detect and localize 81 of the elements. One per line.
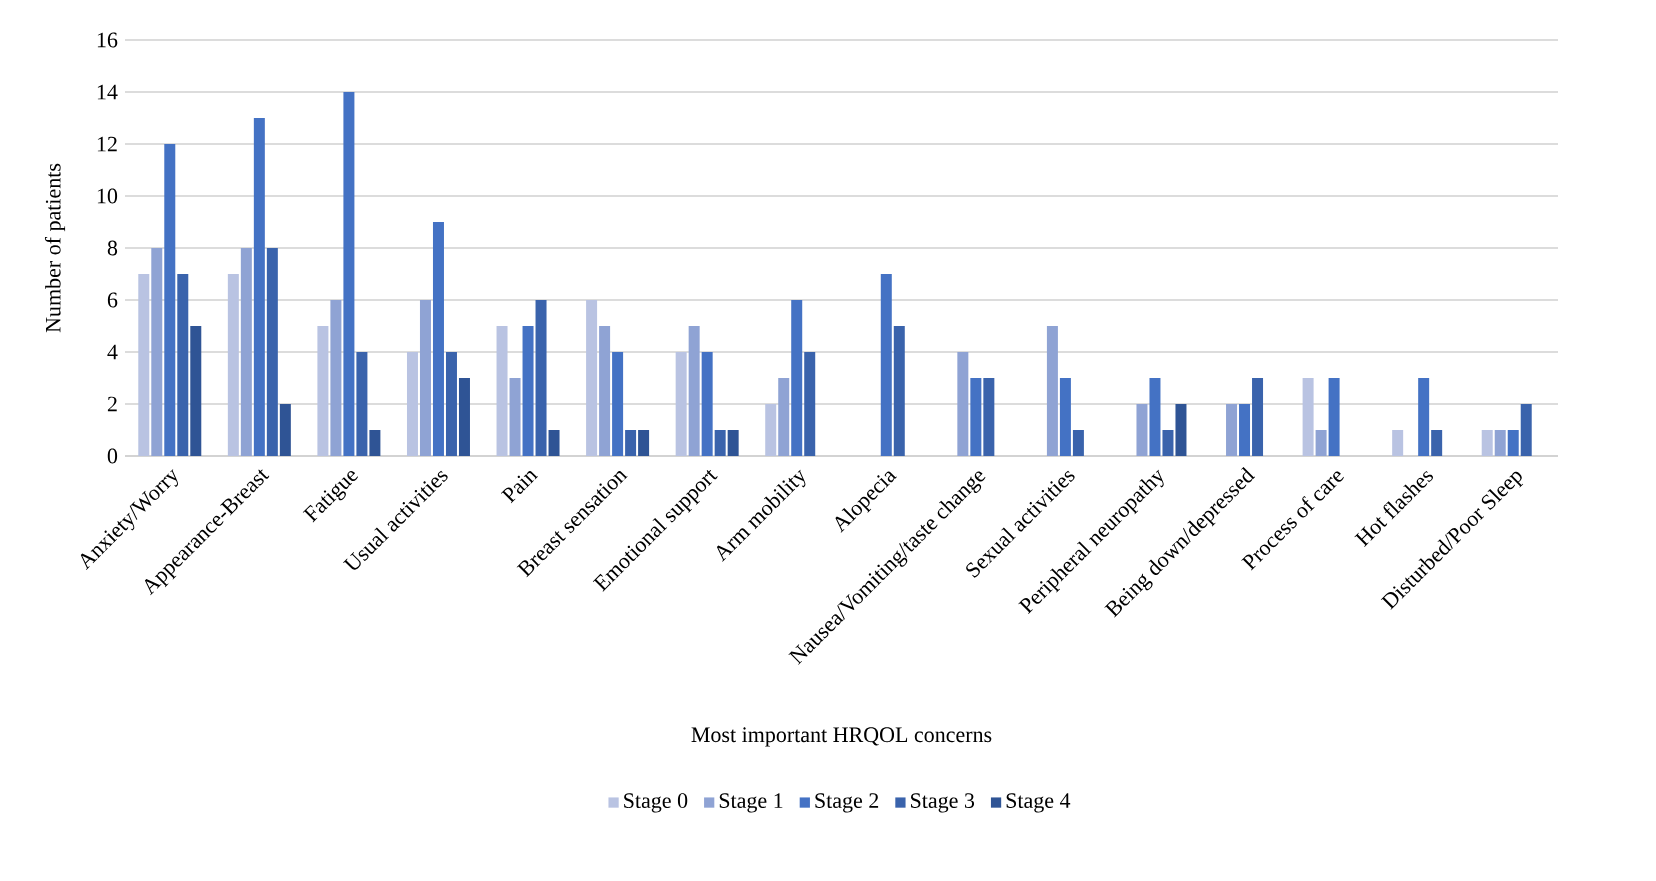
bar [1418, 377, 1430, 456]
bar [714, 429, 726, 456]
bar [765, 403, 777, 456]
bar [893, 325, 905, 456]
bar [1226, 403, 1238, 456]
bar [369, 429, 381, 456]
bar [548, 429, 560, 456]
bar [164, 143, 176, 456]
bar [330, 299, 342, 456]
bar [1046, 325, 1058, 456]
legend-label: Stage 4 [1006, 793, 1071, 813]
bar [638, 429, 650, 456]
bar [227, 273, 239, 456]
bar [804, 351, 816, 456]
bar [970, 377, 982, 456]
bar [586, 299, 598, 456]
bar [625, 429, 637, 456]
y-tick-label: 0 [107, 448, 118, 464]
bar [522, 325, 534, 456]
bar [1328, 377, 1340, 456]
y-tick-label: 2 [107, 396, 117, 412]
bar [1149, 377, 1161, 456]
bar [432, 221, 444, 456]
bar [1494, 429, 1506, 456]
bar [266, 247, 278, 456]
bar [675, 351, 687, 456]
legend-label: Stage 3 [911, 793, 975, 813]
bar [1175, 403, 1187, 456]
bar [727, 429, 739, 456]
bar [1520, 403, 1532, 456]
bar [535, 299, 547, 456]
bar [356, 351, 368, 456]
legend-label: Stage 2 [815, 793, 879, 813]
bar [1481, 429, 1493, 456]
bar [317, 325, 329, 456]
bar [496, 325, 508, 456]
bar [1431, 429, 1443, 456]
bar [688, 325, 700, 456]
bar [983, 377, 995, 456]
bar [791, 299, 803, 456]
bar [458, 377, 470, 456]
bar [599, 325, 611, 456]
x-axis-title: Most important HRQOL concerns [691, 727, 992, 747]
bar [419, 299, 431, 456]
y-tick-label: 4 [107, 344, 118, 360]
bar [343, 91, 355, 456]
bar [406, 351, 418, 456]
bar [1507, 429, 1519, 456]
bar [445, 351, 457, 456]
bar [190, 325, 202, 456]
bar [701, 351, 713, 456]
bar [1252, 377, 1264, 456]
bar [1302, 377, 1314, 456]
bar [1162, 429, 1174, 456]
bar [612, 351, 624, 456]
x-tick-label: Pain [500, 471, 539, 504]
bar [880, 273, 892, 456]
y-tick-label: 12 [97, 136, 117, 152]
bar [1315, 429, 1327, 456]
y-tick-label: 16 [97, 32, 118, 48]
y-axis-title: Number of patients [44, 163, 66, 333]
y-tick-label: 14 [97, 84, 118, 100]
bar [253, 117, 265, 456]
bar [957, 351, 969, 456]
bar [1392, 429, 1404, 456]
legend-label: Stage 0 [624, 793, 688, 813]
bar [1239, 403, 1251, 456]
bar [138, 273, 150, 456]
y-tick-label: 6 [107, 292, 118, 308]
bar [1059, 377, 1071, 456]
bar [240, 247, 252, 456]
bar [1136, 403, 1148, 456]
y-tick-label: 8 [107, 240, 118, 256]
bar [778, 377, 790, 456]
legend-label: Stage 1 [719, 793, 783, 813]
bar [279, 403, 291, 456]
bar [1072, 429, 1084, 456]
y-tick-label: 10 [97, 188, 118, 204]
bar [151, 247, 163, 456]
bar [177, 273, 189, 456]
bar [509, 377, 521, 456]
